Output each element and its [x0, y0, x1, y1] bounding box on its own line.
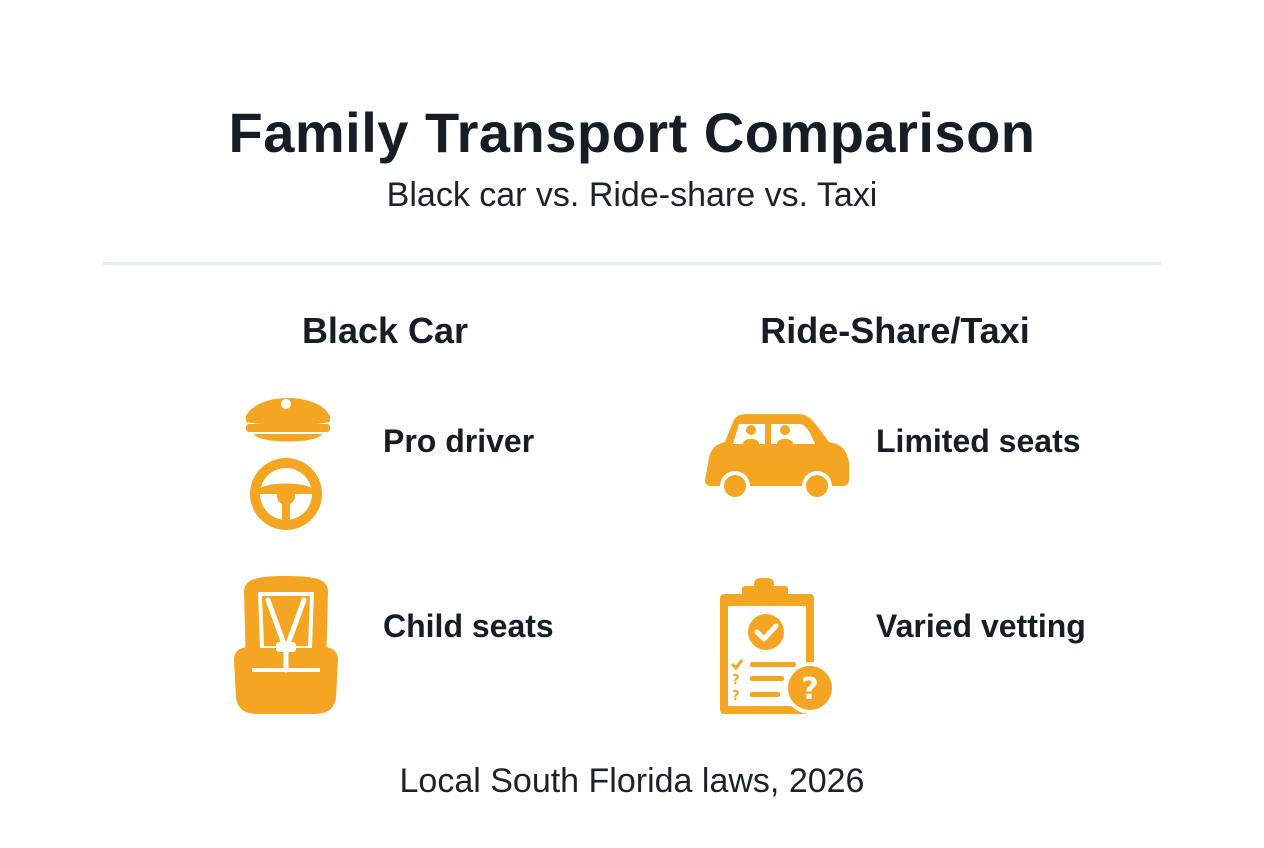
clipboard-question-icon: ? ? ?: [720, 578, 836, 714]
column-heading-black-car: Black Car: [301, 310, 469, 351]
car-passengers-icon: [705, 414, 849, 501]
item-label-limited-seats: Limited seats: [876, 423, 1081, 459]
item-label-child-seats: Child seats: [383, 608, 554, 644]
item-label-varied-vetting: Varied vetting: [876, 608, 1086, 644]
page-subtitle: Black car vs. Ride-share vs. Taxi: [386, 176, 878, 214]
item-label-pro-driver: Pro driver: [383, 423, 535, 459]
svg-text:?: ?: [732, 673, 740, 688]
child-car-seat-icon: [234, 576, 338, 714]
chauffeur-cap-steering-wheel-icon: [246, 398, 330, 530]
page-title: Family Transport Comparison: [228, 101, 1036, 164]
divider: [103, 262, 1161, 265]
column-heading-ride-share-taxi: Ride-Share/Taxi: [760, 310, 1030, 351]
svg-text:?: ?: [801, 672, 818, 707]
footer-note: Local South Florida laws, 2026: [399, 762, 865, 800]
svg-text:?: ?: [732, 689, 740, 704]
